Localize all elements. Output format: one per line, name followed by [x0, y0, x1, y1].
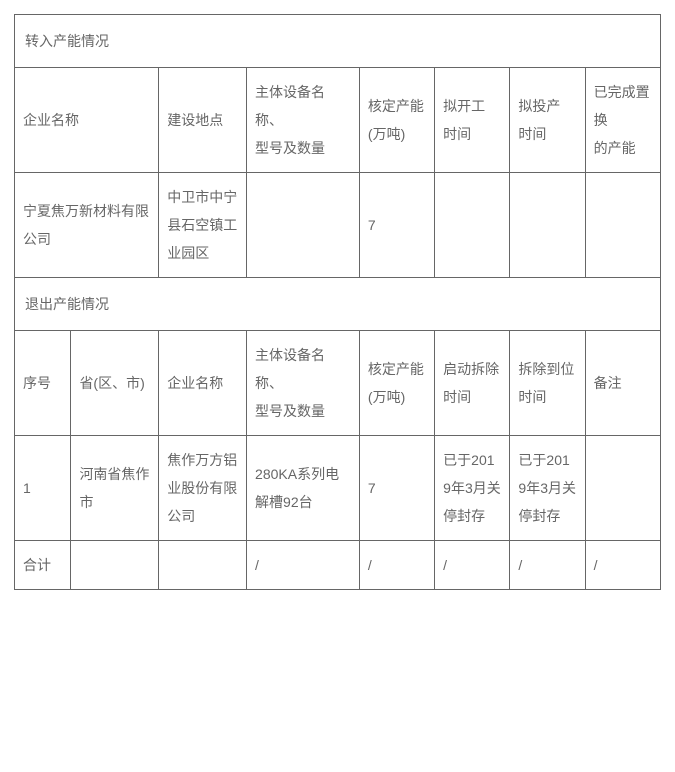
- cell-total-c4: /: [247, 541, 360, 590]
- cell-total-c6: /: [435, 541, 510, 590]
- section2-title: 退出产能情况: [15, 278, 661, 331]
- cell-province: 河南省焦作市: [71, 436, 159, 541]
- cell-production-time: [510, 173, 585, 278]
- cell-total-c2: [71, 541, 159, 590]
- cell-total-c7: /: [510, 541, 585, 590]
- section1-header-row: 企业名称 建设地点 主体设备名称、型号及数量 核定产能(万吨) 拟开工时间 拟投…: [15, 68, 661, 173]
- cell-company: 宁夏焦万新材料有限公司: [15, 173, 159, 278]
- cell-dismantle-start: 已于2019年3月关停封存: [435, 436, 510, 541]
- header-dismantle-done: 拆除到位时间: [510, 331, 585, 436]
- capacity-table: 转入产能情况 企业名称 建设地点 主体设备名称、型号及数量 核定产能(万吨) 拟…: [14, 14, 661, 590]
- cell-capacity: 7: [359, 173, 434, 278]
- section1-title: 转入产能情况: [15, 15, 661, 68]
- cell-total-label: 合计: [15, 541, 71, 590]
- cell-capacity2: 7: [359, 436, 434, 541]
- section2-header-row: 序号 省(区、市) 企业名称 主体设备名称、型号及数量 核定产能(万吨) 启动拆…: [15, 331, 661, 436]
- header-location: 建设地点: [159, 68, 247, 173]
- header-production-time: 拟投产时间: [510, 68, 585, 173]
- cell-total-c3: [159, 541, 247, 590]
- header-equipment: 主体设备名称、型号及数量: [247, 68, 360, 173]
- header-seq: 序号: [15, 331, 71, 436]
- header-dismantle-start: 启动拆除时间: [435, 331, 510, 436]
- cell-completed: [585, 173, 660, 278]
- header-remark: 备注: [585, 331, 660, 436]
- header-start-time: 拟开工时间: [435, 68, 510, 173]
- cell-company2: 焦作万方铝业股份有限公司: [159, 436, 247, 541]
- section2-total-row: 合计 / / / / /: [15, 541, 661, 590]
- header-completed: 已完成置换的产能: [585, 68, 660, 173]
- cell-equipment: [247, 173, 360, 278]
- section1-data-row: 宁夏焦万新材料有限公司 中卫市中宁县石空镇工业园区 7: [15, 173, 661, 278]
- cell-dismantle-done: 已于2019年3月关停封存: [510, 436, 585, 541]
- cell-seq: 1: [15, 436, 71, 541]
- header-equipment2: 主体设备名称、型号及数量: [247, 331, 360, 436]
- section1-title-row: 转入产能情况: [15, 15, 661, 68]
- header-capacity: 核定产能(万吨): [359, 68, 434, 173]
- header-company2: 企业名称: [159, 331, 247, 436]
- header-company: 企业名称: [15, 68, 159, 173]
- header-capacity2: 核定产能(万吨): [359, 331, 434, 436]
- cell-total-c8: /: [585, 541, 660, 590]
- cell-remark: [585, 436, 660, 541]
- cell-total-c5: /: [359, 541, 434, 590]
- cell-location: 中卫市中宁县石空镇工业园区: [159, 173, 247, 278]
- section2-title-row: 退出产能情况: [15, 278, 661, 331]
- cell-equipment2: 280KA系列电解槽92台: [247, 436, 360, 541]
- section2-data-row: 1 河南省焦作市 焦作万方铝业股份有限公司 280KA系列电解槽92台 7 已于…: [15, 436, 661, 541]
- header-province: 省(区、市): [71, 331, 159, 436]
- cell-start-time: [435, 173, 510, 278]
